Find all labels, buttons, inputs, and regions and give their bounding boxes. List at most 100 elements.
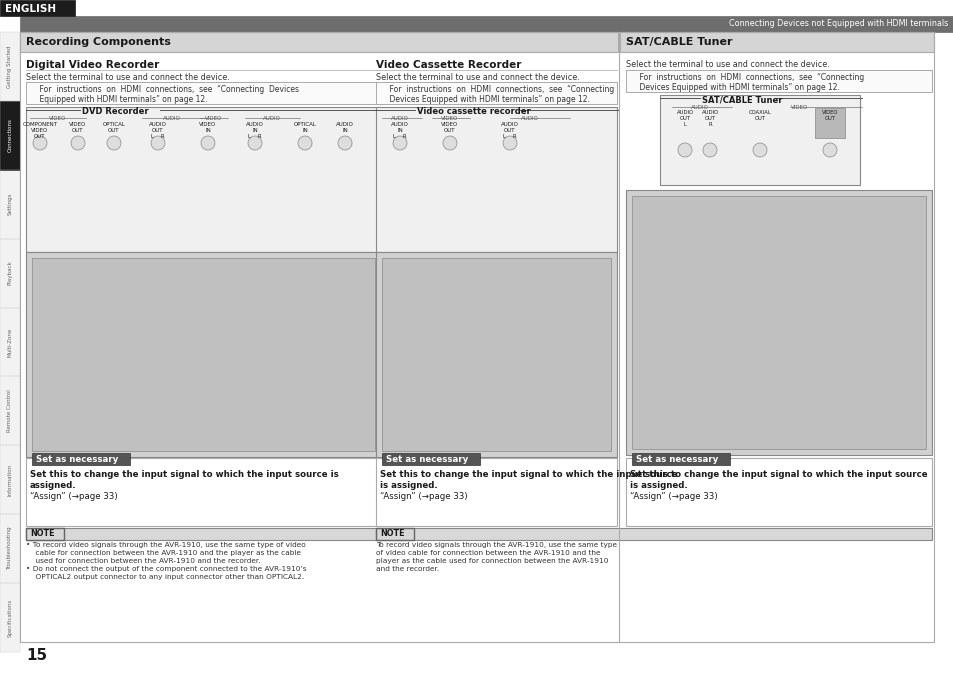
Bar xyxy=(26,107,380,252)
Text: VIDEO
OUT: VIDEO OUT xyxy=(821,110,838,121)
Text: VIDEO: VIDEO xyxy=(50,116,67,121)
Text: “Assign” (→page 33): “Assign” (→page 33) xyxy=(30,492,117,501)
Circle shape xyxy=(71,136,85,150)
Text: Set this to change the input signal to which the input source: Set this to change the input signal to w… xyxy=(379,470,677,479)
Text: Connections: Connections xyxy=(8,118,12,153)
Bar xyxy=(381,453,479,465)
Text: Recording Components: Recording Components xyxy=(26,37,171,47)
Text: is assigned.: is assigned. xyxy=(379,481,437,490)
Text: AUDIO: AUDIO xyxy=(163,116,181,121)
Circle shape xyxy=(33,136,47,150)
Bar xyxy=(26,252,380,457)
Circle shape xyxy=(502,136,517,150)
Bar xyxy=(32,453,130,465)
Text: and the recorder.: and the recorder. xyxy=(375,566,438,572)
Text: is assigned.: is assigned. xyxy=(629,481,687,490)
Text: of video cable for connection between the AVR-1910 and the: of video cable for connection between th… xyxy=(375,550,599,556)
Text: NOTE: NOTE xyxy=(30,529,54,539)
Circle shape xyxy=(442,136,456,150)
Circle shape xyxy=(393,136,407,150)
Text: Settings: Settings xyxy=(8,193,12,215)
Bar xyxy=(625,70,931,92)
Bar xyxy=(26,458,380,526)
Bar xyxy=(375,528,414,540)
Text: used for connection between the AVR-1910 and the recorder.: used for connection between the AVR-1910… xyxy=(26,558,260,564)
Text: OPTICAL2 output connector to any input connector other than OPTICAL2.: OPTICAL2 output connector to any input c… xyxy=(26,574,304,580)
Bar xyxy=(26,82,380,104)
Text: VIDEO
IN: VIDEO IN xyxy=(199,122,216,133)
Text: Video cassette recorder: Video cassette recorder xyxy=(416,107,530,117)
Bar xyxy=(619,32,933,52)
Text: OPTICAL
IN: OPTICAL IN xyxy=(294,122,316,133)
Text: For  instructions  on  HDMI  connections,  see  “Connecting
    Devices Equipped: For instructions on HDMI connections, se… xyxy=(629,73,863,92)
Bar xyxy=(0,32,20,652)
Text: VIDEO
OUT: VIDEO OUT xyxy=(70,122,87,133)
Text: AUDIO
OUT
L: AUDIO OUT L xyxy=(676,110,693,127)
Text: Multi-Zone: Multi-Zone xyxy=(8,327,12,356)
Text: SAT/CABLE Tuner: SAT/CABLE Tuner xyxy=(625,37,732,47)
Text: For  instructions  on  HDMI  connections,  see  “Connecting
    Devices Equipped: For instructions on HDMI connections, se… xyxy=(379,85,614,105)
Text: • Do not connect the output of the component connected to the AVR-1910’s: • Do not connect the output of the compo… xyxy=(26,566,306,572)
Text: ENGLISH: ENGLISH xyxy=(5,4,56,14)
Circle shape xyxy=(822,143,836,157)
Text: Specifications: Specifications xyxy=(8,599,12,637)
Text: cable for connection between the AVR-1910 and the player as the cable: cable for connection between the AVR-191… xyxy=(26,550,301,556)
Text: AUDIO
IN: AUDIO IN xyxy=(335,122,354,133)
Text: AUDIO: AUDIO xyxy=(520,116,538,121)
Bar xyxy=(625,190,931,455)
Text: Connecting Devices not Equipped with HDMI terminals: Connecting Devices not Equipped with HDM… xyxy=(728,20,947,28)
Text: Select the terminal to use and connect the device.: Select the terminal to use and connect t… xyxy=(26,73,230,82)
Bar xyxy=(26,528,380,540)
Text: Video Cassette Recorder: Video Cassette Recorder xyxy=(375,60,521,70)
Text: OPTICAL
OUT: OPTICAL OUT xyxy=(103,122,125,133)
Circle shape xyxy=(151,136,165,150)
Text: For  instructions  on  HDMI  connections,  see  “Connecting  Devices
    Equippe: For instructions on HDMI connections, se… xyxy=(30,85,298,105)
Text: player as the cable used for connection between the AVR-1910: player as the cable used for connection … xyxy=(375,558,608,564)
Bar xyxy=(0,0,75,16)
Bar xyxy=(26,528,64,540)
Bar xyxy=(659,95,859,185)
Text: Set as necessary: Set as necessary xyxy=(386,454,468,464)
Text: VIDEO: VIDEO xyxy=(205,116,222,121)
Text: Troubleshooting: Troubleshooting xyxy=(8,527,12,570)
Text: • To record video signals through the AVR-1910, use the same type of video: • To record video signals through the AV… xyxy=(26,542,305,548)
Circle shape xyxy=(678,143,691,157)
Bar xyxy=(20,16,953,32)
Text: 15: 15 xyxy=(26,648,47,663)
Text: Set this to change the input signal to which the input source is: Set this to change the input signal to w… xyxy=(30,470,338,479)
Bar xyxy=(375,252,617,457)
Bar xyxy=(20,32,618,52)
Bar xyxy=(625,458,931,526)
Text: Digital Video Recorder: Digital Video Recorder xyxy=(26,60,159,70)
Bar xyxy=(814,108,844,138)
Text: AUDIO: AUDIO xyxy=(690,105,708,110)
Text: SAT/CABLE Tuner: SAT/CABLE Tuner xyxy=(701,95,781,105)
Bar xyxy=(631,196,925,449)
Text: AUDIO
OUT
R: AUDIO OUT R xyxy=(700,110,718,127)
Circle shape xyxy=(297,136,312,150)
Bar xyxy=(0,101,20,170)
Text: AUDIO
OUT
L    R: AUDIO OUT L R xyxy=(149,122,167,138)
Text: Select the terminal to use and connect the device.: Select the terminal to use and connect t… xyxy=(625,60,829,69)
Text: Remote Control: Remote Control xyxy=(8,389,12,432)
Bar xyxy=(631,453,729,465)
Bar xyxy=(32,258,375,451)
Text: assigned.: assigned. xyxy=(30,481,76,490)
Bar xyxy=(375,528,931,540)
Circle shape xyxy=(702,143,717,157)
Circle shape xyxy=(337,136,352,150)
Text: Select the terminal to use and connect the device.: Select the terminal to use and connect t… xyxy=(375,73,579,82)
Text: Set this to change the input signal to which the input source: Set this to change the input signal to w… xyxy=(629,470,926,479)
Text: Playback: Playback xyxy=(8,261,12,286)
Text: COAXIAL
OUT: COAXIAL OUT xyxy=(748,110,771,121)
Text: AUDIO: AUDIO xyxy=(263,116,280,121)
Text: VIDEO: VIDEO xyxy=(441,116,458,121)
Circle shape xyxy=(201,136,214,150)
Text: To record video signals through the AVR-1910, use the same type: To record video signals through the AVR-… xyxy=(375,542,617,548)
Bar xyxy=(375,458,617,526)
Text: “Assign” (→page 33): “Assign” (→page 33) xyxy=(379,492,467,501)
Text: NOTE: NOTE xyxy=(379,529,404,539)
Bar xyxy=(381,258,610,451)
Text: Getting Started: Getting Started xyxy=(8,45,12,88)
Bar xyxy=(375,107,617,252)
